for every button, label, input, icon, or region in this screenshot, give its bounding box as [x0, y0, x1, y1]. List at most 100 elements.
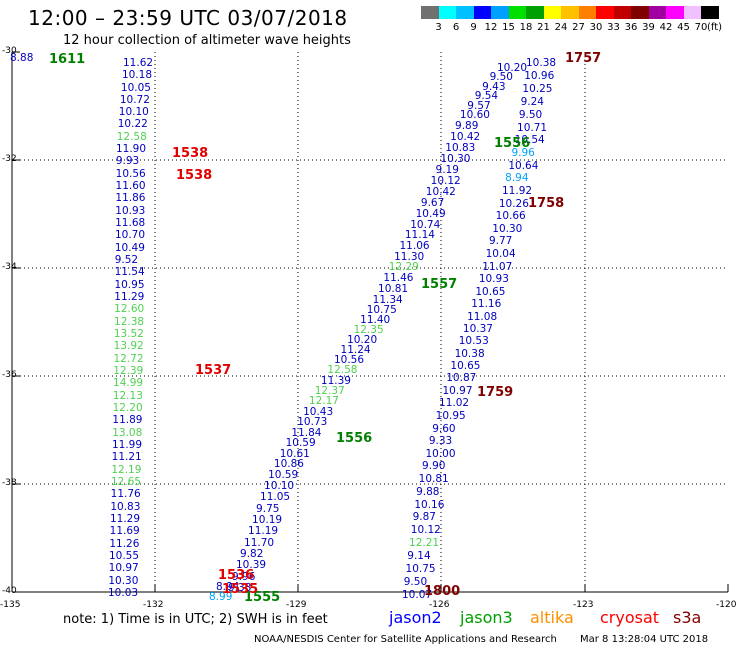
wave-height-value: 10.37 [462, 322, 493, 335]
wave-height-value: 9.54 [474, 90, 499, 103]
wave-height-value: 11.16 [471, 298, 502, 311]
legend-swatch [648, 6, 666, 19]
wave-height-value: 10.38 [526, 57, 557, 69]
wave-height-value: 10.42 [425, 186, 456, 198]
wave-height-value: 11.60 [115, 180, 146, 193]
legend-label: 3 [435, 22, 442, 33]
pass-time-label: 1557 [421, 277, 458, 292]
wave-height-value: 10.54 [514, 134, 545, 147]
wave-height-value: 11.92 [502, 184, 533, 197]
wave-height-value: 10.97 [442, 384, 473, 397]
wave-height-value: 11.99 [111, 439, 143, 452]
legend-label: 45 [677, 22, 690, 33]
wave-height-value: 10.30 [440, 153, 471, 166]
legend-label: 6 [452, 22, 460, 33]
page-title: 12:00 – 23:59 UTC 03/07/2018 [28, 6, 348, 30]
legend-labels: 3 6 9 12 15 18 21 24 27 30 33 36 39 42 45 70 (ft) [421, 22, 740, 36]
wave-height-value: 10.93 [478, 273, 509, 286]
wave-height-value: 10.20 [347, 334, 378, 347]
wave-height-value: 10.59 [285, 437, 316, 450]
legend-swatch [456, 6, 474, 19]
wave-height-value: 9.96 [232, 570, 256, 583]
pass-time-label: 1556 [494, 136, 531, 151]
wave-height-value: 10.30 [108, 574, 139, 587]
wave-height-value: 11.62 [123, 57, 154, 69]
wave-height-value: 9.60 [432, 422, 456, 435]
legend-swatch [421, 6, 439, 19]
wave-height-value: 8.88 [10, 52, 34, 64]
pass-time-label: 1611 [49, 52, 86, 67]
wave-height-value: 10.49 [114, 241, 145, 254]
longitude-label: -129 [286, 600, 307, 610]
wave-height-value: 9.77 [488, 235, 513, 248]
wave-height-value: 9.96 [511, 147, 535, 160]
wave-height-value: 9.33 [428, 435, 453, 448]
wave-height-value: 9.90 [422, 460, 446, 473]
legend-swatch [666, 6, 684, 19]
wave-height-value: 10.04 [485, 248, 516, 261]
wave-height-value: 11.08 [467, 310, 498, 323]
legend-label: 39 [642, 22, 655, 33]
wave-height-value: 11.05 [260, 491, 291, 504]
wave-height-value: 9.75 [256, 502, 280, 515]
wave-height-value: 12.19 [111, 463, 142, 476]
wave-height-value: 10.70 [114, 229, 146, 242]
wave-height-value: 9.43 [482, 80, 506, 93]
longitude-label: -135 [0, 600, 21, 610]
wave-height-value: 11.06 [399, 239, 430, 252]
wave-height-value: 11.46 [383, 272, 414, 285]
footer-note: note: 1) Time is in UTC; 2) SWH is in fe… [63, 612, 328, 627]
satellite-legend-jason3: jason3 [460, 608, 513, 627]
wave-height-value: 10.65 [450, 359, 481, 372]
wave-height-value: 10.49 [415, 207, 446, 220]
wave-height-value: 11.02 [439, 397, 470, 410]
wave-height-value: 10.75 [366, 304, 397, 317]
latitude-label: -32 [2, 154, 17, 164]
wave-height-value: 12.29 [388, 261, 419, 274]
wave-height-value: 12.39 [113, 365, 144, 378]
longitude-label: -132 [143, 600, 164, 610]
pass-time-label: 1758 [528, 196, 565, 211]
wave-height-value: 10.12 [430, 175, 461, 188]
wave-height-value: 9.82 [240, 548, 264, 561]
wave-height-value: 11.89 [112, 414, 143, 427]
wave-height-value: 10.81 [418, 472, 449, 485]
pass-time-label: 1538 [172, 146, 209, 161]
legend-label: 70 [694, 22, 708, 33]
wave-height-value: 11.86 [115, 192, 146, 205]
wave-height-value: 11.70 [244, 536, 275, 549]
wave-height-value: 10.83 [445, 142, 476, 155]
wave-height-value: 10.39 [236, 559, 267, 572]
wave-height-value: 10.43 [303, 405, 334, 418]
wave-height-value: 13.92 [113, 340, 144, 353]
wave-height-value: 13.08 [112, 426, 143, 439]
legend-swatch [596, 6, 614, 19]
pass-time-label: 1536 [218, 568, 255, 583]
wave-height-value: 10.38 [454, 347, 485, 360]
wave-height-value: 12.72 [113, 352, 144, 365]
wave-height-value: 10.53 [458, 335, 489, 348]
page-subtitle: 12 hour collection of altimeter wave hei… [63, 33, 351, 48]
wave-height-value: 10.86 [273, 458, 304, 471]
wave-height-value: 10.97 [108, 562, 139, 575]
wave-height-value: 10.60 [459, 109, 490, 122]
wave-height-value: 12.20 [112, 402, 143, 415]
wave-height-value: 11.84 [291, 426, 322, 439]
wave-height-value: 9.50 [403, 576, 428, 589]
wave-height-value: 10.00 [425, 447, 456, 460]
wave-height-value: 10.75 [405, 563, 436, 576]
wave-height-value: 9.67 [420, 196, 445, 209]
wave-height-value: 12.21 [409, 537, 440, 550]
legend-swatch [578, 6, 596, 19]
legend-label: 12 [484, 22, 498, 33]
wave-height-value: 10.59 [268, 468, 299, 481]
wave-height-value: 11.40 [360, 314, 391, 327]
wave-height-value: 11.90 [115, 143, 147, 156]
satellite-legend-cryosat: cryosat [600, 608, 660, 627]
wave-height-value: 10.61 [279, 447, 310, 460]
latitude-label: -40 [2, 586, 17, 596]
legend-label: 33 [607, 22, 620, 33]
wave-height-value: 10.18 [121, 69, 152, 82]
wave-height-value: 10.87 [446, 372, 477, 385]
